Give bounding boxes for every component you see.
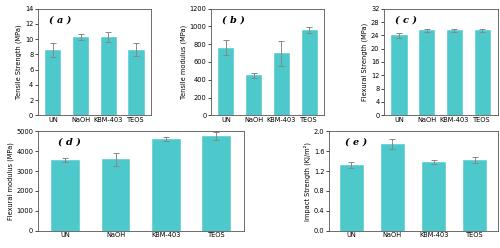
Bar <box>474 30 490 115</box>
Text: ( a ): ( a ) <box>49 15 72 24</box>
Text: ( c ): ( c ) <box>395 15 417 24</box>
Bar <box>381 144 404 231</box>
Bar <box>73 37 88 115</box>
Bar <box>100 37 116 115</box>
Text: ( d ): ( d ) <box>58 137 81 146</box>
Y-axis label: Tensile Strength (MPa): Tensile Strength (MPa) <box>16 25 22 99</box>
Bar <box>152 139 180 231</box>
Bar <box>419 30 434 115</box>
Bar <box>340 165 362 231</box>
Bar <box>218 48 234 115</box>
Text: ( e ): ( e ) <box>346 137 368 146</box>
Bar <box>246 75 262 115</box>
Bar <box>102 159 130 231</box>
Bar <box>274 53 289 115</box>
Bar <box>447 30 462 115</box>
Bar <box>422 162 445 231</box>
Bar <box>45 50 60 115</box>
Bar <box>464 160 486 231</box>
Y-axis label: Flexural Strength (MPa): Flexural Strength (MPa) <box>362 23 368 101</box>
Y-axis label: Impact Strength (KJ/m²): Impact Strength (KJ/m²) <box>304 142 311 220</box>
Bar <box>202 136 230 231</box>
Bar <box>302 30 317 115</box>
Bar <box>52 160 79 231</box>
Y-axis label: Flexural modulus (MPa): Flexural modulus (MPa) <box>7 142 14 220</box>
Bar <box>128 50 144 115</box>
Text: ( b ): ( b ) <box>222 15 245 24</box>
Y-axis label: Tensile modulus (MPa): Tensile modulus (MPa) <box>180 25 186 99</box>
Bar <box>392 35 406 115</box>
